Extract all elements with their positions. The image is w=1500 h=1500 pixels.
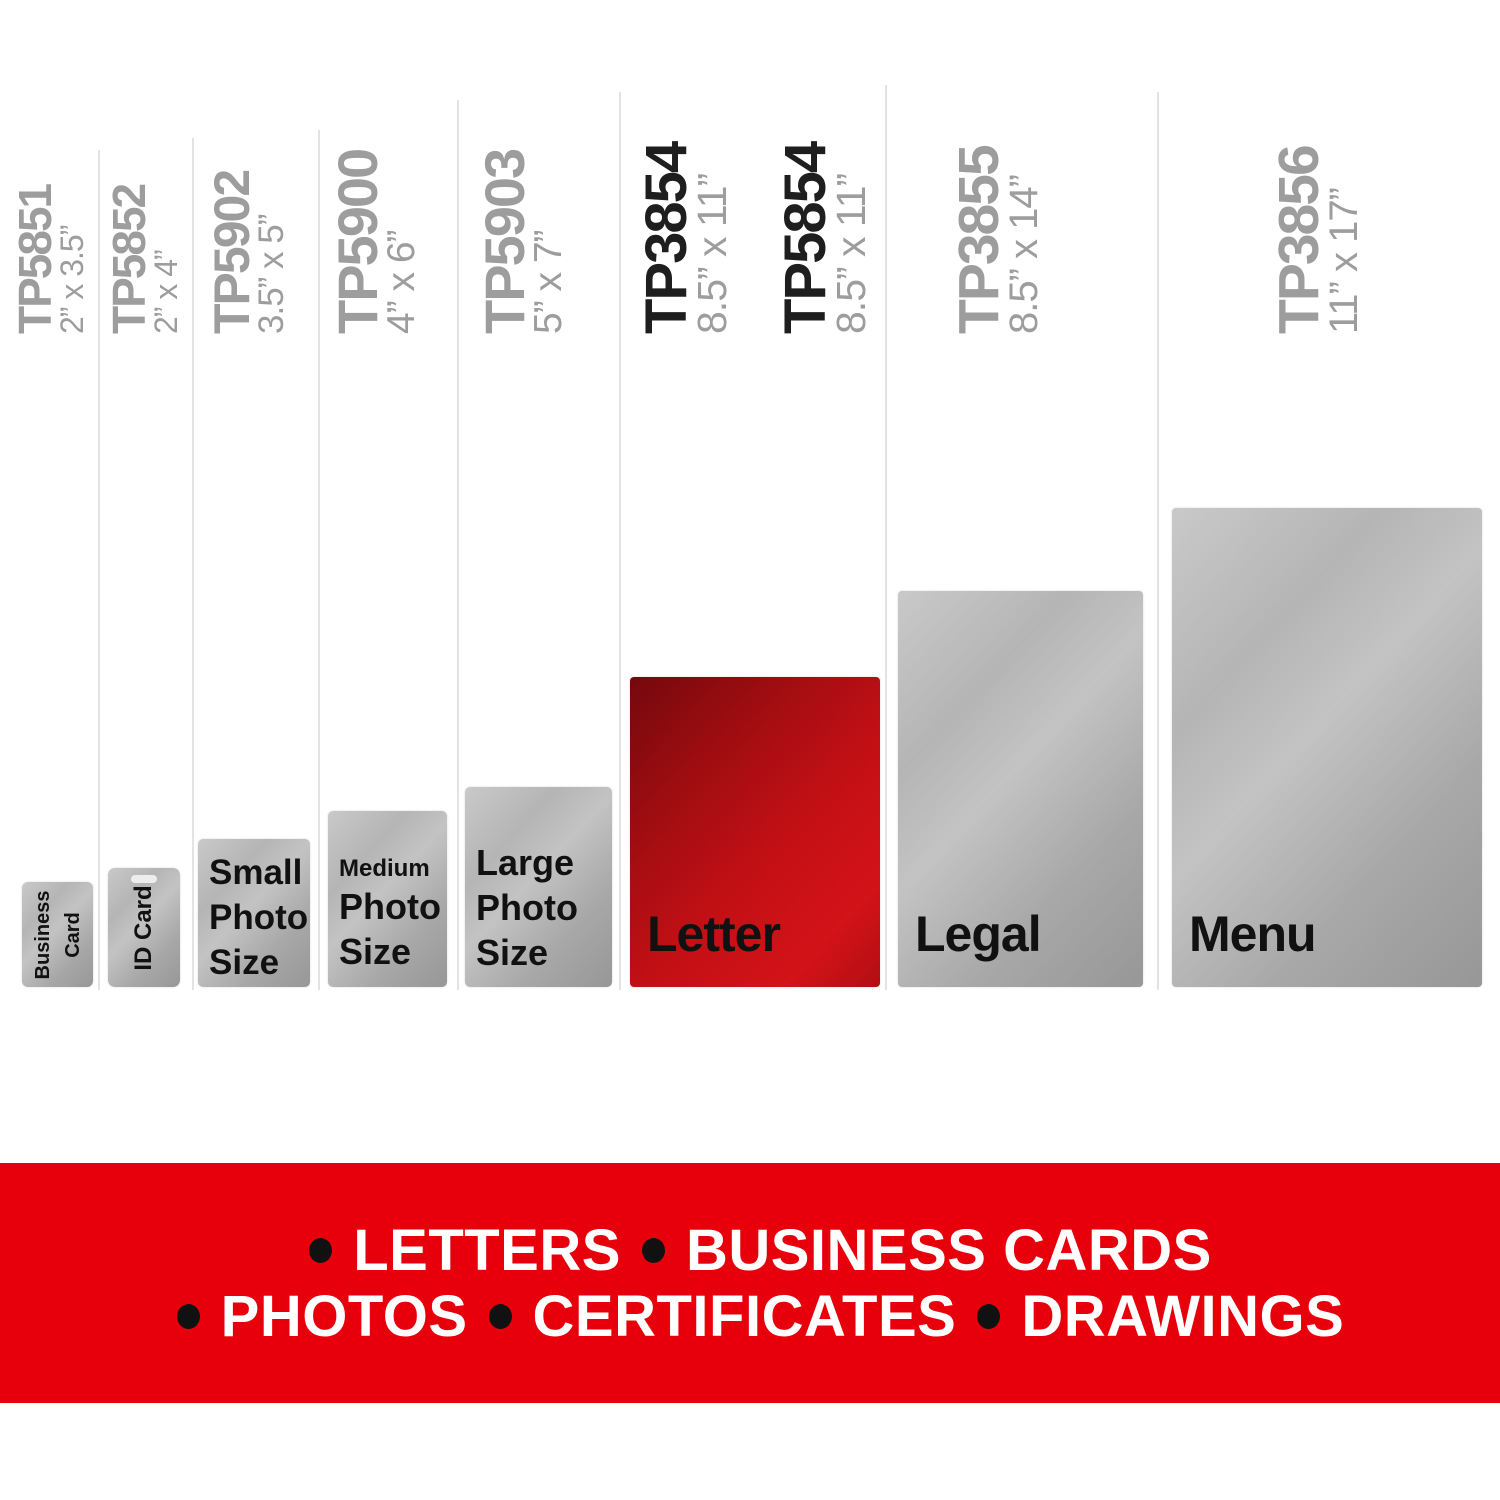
pouch-box-business-card: Business Card xyxy=(22,882,93,987)
bullet-dot-icon xyxy=(641,1237,665,1263)
box-label-line: Photo xyxy=(476,886,578,928)
pouch-box-small-photo: Small Photo Size xyxy=(198,839,310,987)
box-label-menu: Menu xyxy=(1189,906,1317,962)
box-label-line: Size xyxy=(476,931,549,973)
box-label-medium-photo: Medium Photo Size xyxy=(328,811,447,987)
column-divider xyxy=(98,150,100,990)
box-label-line: Size xyxy=(339,930,412,972)
pouch-box-id-card: ID Card xyxy=(108,868,180,987)
column-divider xyxy=(192,138,194,990)
banner-item-label: DRAWINGS xyxy=(1021,1283,1345,1349)
product-code-label-tp5851: TP5851 2” x 3.5” xyxy=(8,184,90,334)
box-label-line: Photo xyxy=(209,897,309,937)
pouch-box-large-photo: Large Photo Size xyxy=(465,787,612,987)
box-label-small-photo: Small Photo Size xyxy=(198,839,310,987)
banner-item-label: LETTERS xyxy=(353,1217,621,1283)
box-label-line: Small xyxy=(209,852,303,892)
banner-line: LETTERS BUSINESS CARDS xyxy=(288,1217,1212,1283)
box-label-legal: Legal xyxy=(915,906,1042,962)
product-code: TP3854 xyxy=(634,142,699,334)
column-divider xyxy=(457,100,459,990)
product-code: TP5851 xyxy=(8,184,61,334)
product-code-label-tp5903: TP5903 5” x 7” xyxy=(473,149,570,334)
banner: LETTERS BUSINESS CARDS PHOTOS CERTIFICATES D… xyxy=(0,1163,1500,1403)
column-divider xyxy=(885,85,887,990)
bullet-dot-icon xyxy=(309,1237,333,1263)
product-code-label-tp3854: TP3854 8.5” x 11” xyxy=(634,142,735,334)
box-label-line: Card xyxy=(61,911,84,958)
banner-item-label: PHOTOS xyxy=(220,1283,468,1349)
box-label-line: Size xyxy=(209,942,280,982)
banner-item-label: BUSINESS CARDS xyxy=(685,1217,1212,1283)
box-label-line: Large xyxy=(476,841,575,883)
product-code-label-tp3856: TP3856 11” x 17” xyxy=(1267,146,1366,334)
id-card-slot xyxy=(131,875,157,883)
product-code: TP5903 xyxy=(473,149,536,334)
product-code-label-tp5902: TP5902 3.5” x 5” xyxy=(203,170,291,334)
box-label-line: Medium xyxy=(339,854,430,882)
product-code-label-tp5854: TP5854 8.5” x 11” xyxy=(773,142,874,334)
pouch-box-letter: Letter xyxy=(630,677,880,987)
box-label-line: ID Card xyxy=(130,884,157,971)
product-code: TP5902 xyxy=(203,170,260,334)
product-code: TP5854 xyxy=(773,142,838,334)
box-label-business-card: Business Card xyxy=(28,890,88,979)
box-label-letter: Letter xyxy=(647,906,781,962)
product-code: TP3856 xyxy=(1267,146,1331,334)
column-divider xyxy=(1157,92,1159,990)
box-label-large-photo: Large Photo Size xyxy=(465,787,612,987)
pouch-box-menu: Menu xyxy=(1172,508,1482,987)
bullet-dot-icon xyxy=(488,1303,512,1329)
column-divider xyxy=(619,92,621,990)
box-label-id-card: ID Card xyxy=(129,885,159,970)
product-code: TP5852 xyxy=(102,184,155,334)
pouch-box-legal: Legal xyxy=(898,591,1143,987)
product-code-label-tp5900: TP5900 4” x 6” xyxy=(326,149,423,334)
banner-line: PHOTOS CERTIFICATES DRAWINGS xyxy=(156,1283,1345,1349)
box-label-line: Photo xyxy=(339,885,441,927)
pouch-box-medium-photo: Medium Photo Size xyxy=(328,811,447,987)
bullet-dot-icon xyxy=(977,1303,1001,1329)
bullet-dot-icon xyxy=(176,1303,200,1329)
product-code: TP3855 xyxy=(947,146,1011,334)
product-code-label-tp3855: TP3855 8.5” x 14” xyxy=(947,146,1046,334)
banner-item-label: CERTIFICATES xyxy=(532,1283,957,1349)
product-dimensions: 8.5” x 14” xyxy=(1002,175,1046,334)
product-code-label-tp5852: TP5852 2” x 4” xyxy=(102,184,184,334)
box-label-line: Business xyxy=(31,890,54,979)
product-code: TP5900 xyxy=(326,149,389,334)
column-divider xyxy=(318,130,320,990)
